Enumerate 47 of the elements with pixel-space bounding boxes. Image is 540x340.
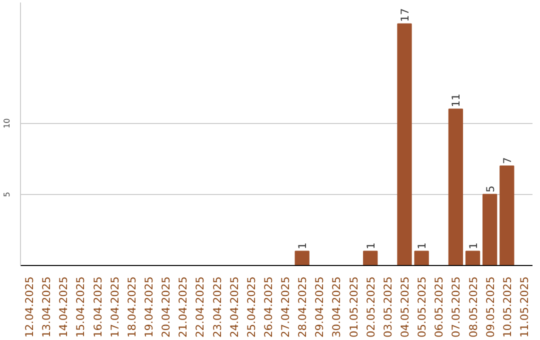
x-tick-label: 19.04.2025 bbox=[142, 276, 156, 338]
x-tick-label: 07.05.2025 bbox=[450, 276, 463, 338]
x-tick-label: 30.04.2025 bbox=[330, 276, 344, 338]
x-tick-label: 25.04.2025 bbox=[244, 276, 258, 338]
x-tick-label: 09.05.2025 bbox=[484, 276, 497, 338]
x-tick-label: 02.05.2025 bbox=[364, 276, 378, 338]
x-tick-label: 05.05.2025 bbox=[416, 276, 429, 338]
bar bbox=[500, 165, 514, 266]
x-tick-label: 12.04.2025 bbox=[23, 276, 36, 338]
x-tick-label: 26.04.2025 bbox=[262, 276, 275, 338]
y-tick-label: 10 bbox=[2, 118, 12, 128]
data-label: 5 bbox=[484, 186, 497, 192]
x-tick-label: 29.04.2025 bbox=[313, 276, 326, 338]
x-tick-label: 28.04.2025 bbox=[296, 276, 310, 338]
bar bbox=[482, 194, 498, 266]
x-tick-label: 01.05.2025 bbox=[347, 276, 360, 338]
x-tick-label: 06.05.2025 bbox=[432, 276, 446, 338]
data-label: 1 bbox=[364, 242, 378, 250]
data-label: 7 bbox=[500, 157, 514, 164]
data-label: 1 bbox=[296, 242, 310, 250]
bar bbox=[294, 250, 310, 266]
x-tick-label: 14.04.2025 bbox=[57, 276, 70, 338]
bar bbox=[448, 108, 464, 266]
x-tick-label: 13.04.2025 bbox=[40, 276, 54, 338]
x-tick-label: 04.05.2025 bbox=[398, 276, 412, 338]
bar bbox=[465, 250, 480, 266]
data-label: 1 bbox=[416, 242, 429, 250]
x-tick-label: 27.04.2025 bbox=[279, 276, 292, 338]
x-tick-label: 21.04.2025 bbox=[176, 276, 190, 338]
x-tick-label: 18.04.2025 bbox=[125, 276, 138, 338]
x-tick-label: 22.04.2025 bbox=[194, 276, 207, 338]
x-tick-label: 15.04.2025 bbox=[74, 276, 88, 338]
x-tick-label: 11.05.2025 bbox=[518, 276, 531, 338]
x-tick-label: 03.05.2025 bbox=[381, 276, 394, 338]
x-tick-label: 23.04.2025 bbox=[210, 276, 224, 338]
x-tick-label: 20.04.2025 bbox=[160, 276, 173, 338]
x-tick-label: 17.04.2025 bbox=[108, 276, 122, 338]
data-label: 17 bbox=[398, 8, 412, 22]
x-tick-label: 08.05.2025 bbox=[466, 276, 480, 338]
x-tick-label: 16.04.2025 bbox=[91, 276, 104, 338]
data-label: 1 bbox=[466, 242, 480, 250]
bar bbox=[397, 23, 412, 266]
data-label: 11 bbox=[450, 94, 463, 108]
bar bbox=[414, 250, 429, 266]
x-tick-label: 10.05.2025 bbox=[500, 276, 514, 338]
bar bbox=[363, 250, 378, 266]
x-tick-label: 24.04.2025 bbox=[228, 276, 241, 338]
